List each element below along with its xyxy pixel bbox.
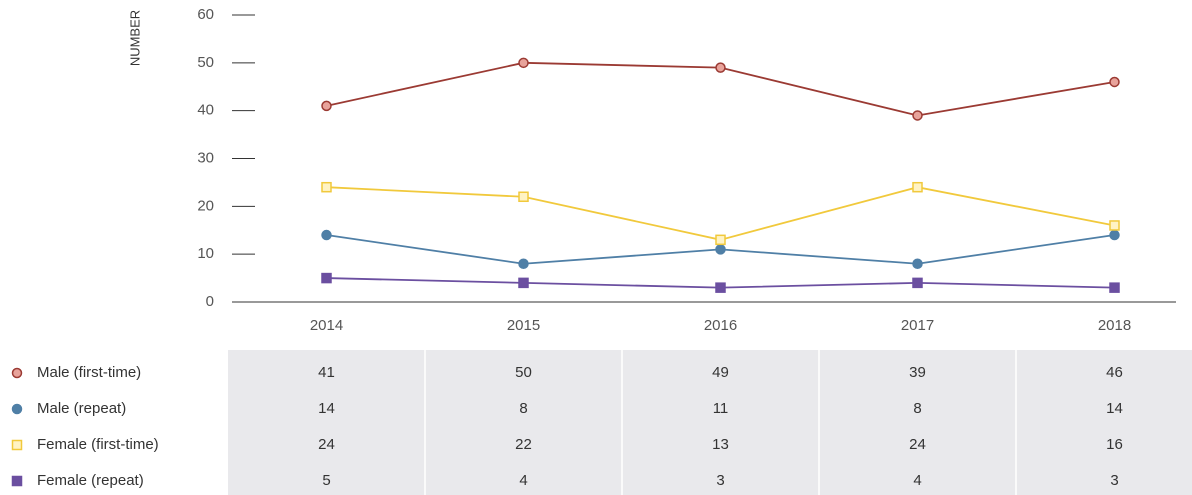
x-tick-label: 2014 bbox=[310, 317, 343, 334]
table-cell: 16 bbox=[1106, 436, 1123, 453]
legend-label: Female (repeat) bbox=[37, 472, 144, 489]
point bbox=[715, 234, 726, 246]
y-axis-label: NUMBER bbox=[127, 10, 142, 66]
point bbox=[518, 258, 529, 269]
point bbox=[912, 181, 923, 193]
x-tick-label: 2015 bbox=[507, 317, 540, 334]
legend-label: Male (repeat) bbox=[37, 400, 126, 417]
legend-marker bbox=[11, 367, 23, 379]
legend-marker bbox=[11, 475, 23, 487]
y-tick-label: 10 bbox=[197, 245, 214, 262]
point bbox=[715, 282, 726, 293]
table-cell: 5 bbox=[322, 472, 330, 489]
table-cell: 22 bbox=[515, 436, 532, 453]
point bbox=[912, 110, 923, 121]
point bbox=[1109, 76, 1120, 88]
y-tick-label: 0 bbox=[206, 293, 214, 310]
point bbox=[321, 272, 332, 284]
table-cell: 49 bbox=[712, 364, 729, 381]
point bbox=[715, 62, 726, 73]
table-cell: 24 bbox=[318, 436, 335, 453]
table-cell: 8 bbox=[519, 400, 527, 417]
point bbox=[912, 258, 923, 269]
table-cell: 4 bbox=[519, 472, 527, 489]
point bbox=[321, 100, 332, 112]
legend-marker bbox=[11, 403, 23, 415]
table-cell: 13 bbox=[712, 436, 729, 453]
table-cell: 39 bbox=[909, 364, 926, 381]
point bbox=[1109, 282, 1120, 293]
x-tick-label: 2018 bbox=[1098, 317, 1131, 334]
y-tick-label: 50 bbox=[197, 54, 214, 71]
table-cell: 8 bbox=[913, 400, 921, 417]
y-tick-label: 40 bbox=[197, 102, 214, 119]
table-cell: 50 bbox=[515, 364, 532, 381]
y-tick-label: 30 bbox=[197, 149, 214, 166]
table-cell: 4 bbox=[913, 472, 921, 489]
table-background bbox=[228, 350, 1192, 495]
table-cell: 24 bbox=[909, 436, 926, 453]
point bbox=[518, 57, 529, 69]
legend-label: Female (first-time) bbox=[37, 436, 159, 453]
x-tick-label: 2017 bbox=[901, 317, 934, 334]
point bbox=[912, 277, 923, 289]
table-cell: 41 bbox=[318, 364, 335, 381]
table-cell: 11 bbox=[713, 400, 729, 417]
legend-label: Male (first-time) bbox=[37, 364, 141, 381]
table-cell: 3 bbox=[716, 472, 724, 489]
y-tick-label: 60 bbox=[197, 6, 214, 23]
series-line bbox=[326, 186, 1115, 241]
table-cell: 14 bbox=[318, 400, 335, 417]
table-cell: 3 bbox=[1110, 472, 1118, 489]
legend-marker bbox=[11, 439, 23, 451]
point bbox=[518, 191, 529, 203]
point bbox=[321, 229, 332, 241]
table-cell: 46 bbox=[1106, 364, 1123, 381]
point bbox=[321, 181, 332, 193]
point bbox=[518, 277, 529, 289]
table-cell: 14 bbox=[1106, 400, 1123, 417]
point bbox=[1109, 229, 1120, 241]
x-tick-label: 2016 bbox=[704, 317, 737, 334]
point bbox=[715, 244, 726, 255]
y-tick-label: 20 bbox=[197, 197, 214, 214]
point bbox=[1109, 220, 1120, 231]
